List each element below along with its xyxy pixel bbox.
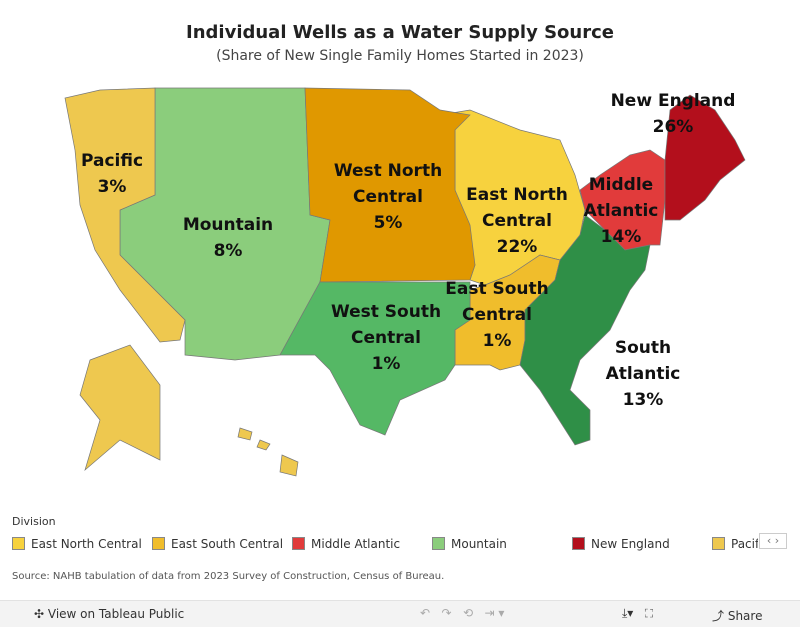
region-value: 1% bbox=[371, 354, 401, 374]
title: Individual Wells as a Water Supply Sourc… bbox=[186, 22, 614, 43]
region-label: East South Central 1% bbox=[432, 276, 562, 354]
region bbox=[237, 427, 253, 441]
region-value: 13% bbox=[622, 390, 664, 410]
legend-item[interactable]: New England bbox=[572, 537, 712, 551]
region-label: West North Central 5% bbox=[323, 158, 453, 236]
region bbox=[79, 344, 161, 472]
region-name: West North Central bbox=[333, 161, 443, 207]
region bbox=[279, 281, 471, 436]
region bbox=[519, 214, 651, 446]
undo-icons[interactable]: ↶ ↷ ⟲ ⇥ ▾ bbox=[420, 606, 505, 620]
region-name: South Atlantic bbox=[605, 338, 681, 384]
region-label: Middle Atlantic 14% bbox=[556, 172, 686, 250]
legend-title: Division bbox=[12, 515, 56, 528]
region-label: East North Central 22% bbox=[452, 182, 582, 260]
region-name: New England bbox=[610, 91, 736, 111]
share-text[interactable]: Share bbox=[727, 609, 763, 623]
legend-label: New England bbox=[591, 537, 670, 551]
toolbar: ✣ View on Tableau Public ↶ ↷ ⟲ ⇥ ▾ ⤓▾ ⛶ … bbox=[0, 600, 800, 627]
region bbox=[64, 87, 186, 343]
share-button[interactable]: ⤴ Share bbox=[712, 609, 763, 623]
region-label: South Atlantic 13% bbox=[578, 335, 708, 413]
region-value: 8% bbox=[213, 241, 243, 261]
source: Source: NAHB tabulation of data from 202… bbox=[12, 571, 445, 582]
legend-item[interactable]: Mountain bbox=[432, 537, 572, 551]
region bbox=[256, 439, 271, 451]
legend-item[interactable]: East South Central bbox=[152, 537, 292, 551]
view-link[interactable]: ✣ View on Tableau Public bbox=[34, 607, 185, 621]
legend-label: Pacific bbox=[731, 537, 758, 551]
region-value: 1% bbox=[482, 331, 512, 351]
region-value: 5% bbox=[373, 213, 403, 233]
legend-label: Middle Atlantic bbox=[311, 537, 401, 551]
legend-swatch bbox=[712, 537, 725, 550]
legend-item[interactable]: Pacific bbox=[712, 537, 758, 551]
legend-item[interactable]: East North Central bbox=[12, 537, 152, 551]
region-value: 26% bbox=[652, 117, 694, 137]
legend-swatch bbox=[292, 537, 305, 550]
region-name: Middle Atlantic bbox=[583, 175, 659, 221]
legend-label: East South Central bbox=[171, 537, 284, 551]
region-value: 22% bbox=[496, 237, 538, 257]
region-value: 3% bbox=[97, 177, 127, 197]
download-icon[interactable]: ⤓▾ ⛶ bbox=[622, 606, 654, 620]
region bbox=[664, 94, 746, 221]
region-name: West South Central bbox=[330, 302, 442, 348]
legend-swatch bbox=[12, 537, 25, 550]
legend-swatch bbox=[572, 537, 585, 550]
region-name: East South Central bbox=[445, 279, 549, 325]
subtitle: (Share of New Single Family Homes Starte… bbox=[216, 48, 584, 64]
legend-label: Mountain bbox=[451, 537, 507, 551]
region-value: 14% bbox=[600, 227, 642, 247]
legend-label: East North Central bbox=[31, 537, 142, 551]
legend-scroll[interactable]: ‹ › bbox=[759, 533, 787, 549]
region-label: New England 26% bbox=[608, 88, 738, 140]
region-label: Mountain 8% bbox=[163, 212, 293, 264]
legend-swatch bbox=[152, 537, 165, 550]
map bbox=[64, 87, 746, 477]
region bbox=[304, 87, 476, 283]
legend-swatch bbox=[432, 537, 445, 550]
region-name: Pacific bbox=[80, 151, 144, 171]
region bbox=[279, 454, 299, 477]
region-label: West South Central 1% bbox=[321, 299, 451, 377]
view-text[interactable]: View on Tableau Public bbox=[47, 607, 185, 621]
region-name: East North Central bbox=[466, 185, 568, 231]
legend-item[interactable]: Middle Atlantic bbox=[292, 537, 432, 551]
region-name: Mountain bbox=[182, 215, 274, 235]
legend: East North Central East South Central Midd… bbox=[12, 533, 758, 551]
region-label: Pacific 3% bbox=[47, 148, 177, 200]
